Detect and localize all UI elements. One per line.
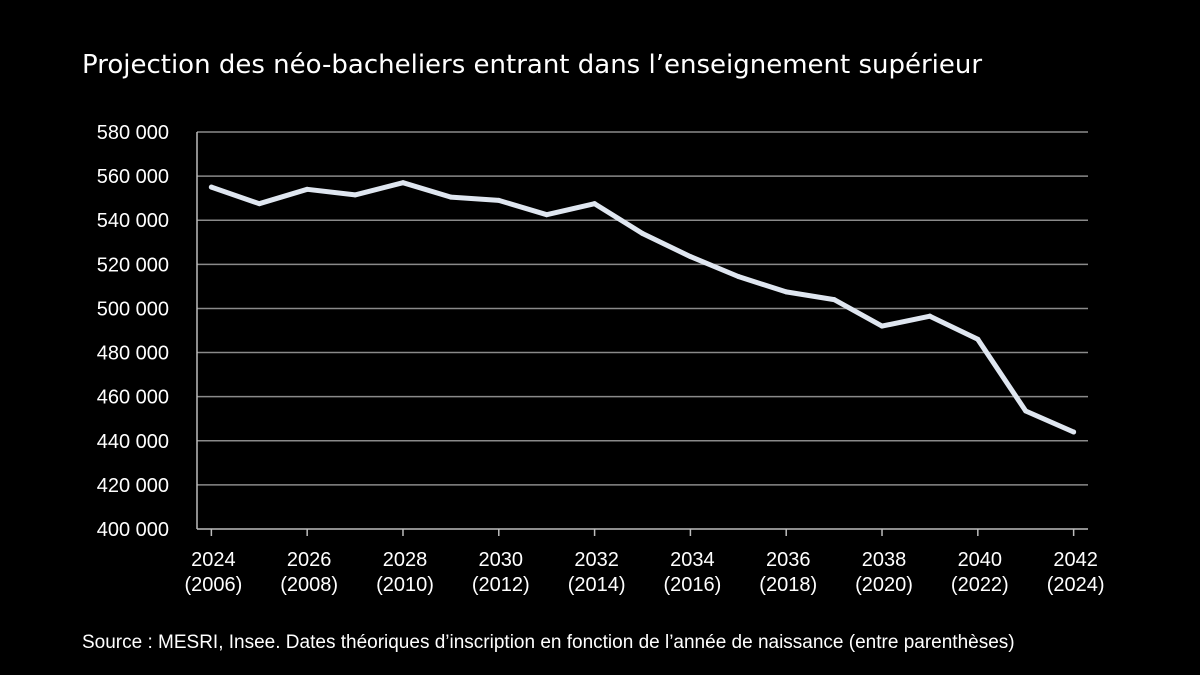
x-tick-label-year: 2036 bbox=[766, 549, 811, 571]
y-tick-label: 480 000 bbox=[97, 343, 169, 365]
x-tick-label-birth-year: (2010) bbox=[376, 574, 434, 596]
x-tick-label-birth-year: (2016) bbox=[663, 574, 721, 596]
data-point bbox=[256, 201, 262, 207]
y-tick-label: 420 000 bbox=[97, 475, 169, 497]
y-tick-label: 400 000 bbox=[97, 519, 169, 541]
x-tick-label-year: 2040 bbox=[958, 549, 1003, 571]
gridlines bbox=[197, 131, 1088, 486]
data-point bbox=[783, 289, 789, 295]
x-tick-label-birth-year: (2008) bbox=[280, 574, 338, 596]
x-tick-label-birth-year: (2014) bbox=[568, 574, 626, 596]
data-point bbox=[352, 192, 358, 198]
x-tick-label-year: 2024 bbox=[191, 549, 236, 571]
data-point bbox=[1071, 429, 1077, 435]
x-tick-label-birth-year: (2012) bbox=[472, 574, 530, 596]
data-point bbox=[879, 323, 885, 329]
chart-title: Projection des néo-bacheliers entrant da… bbox=[82, 50, 983, 80]
x-tick-label-year: 2038 bbox=[862, 549, 907, 571]
data-point bbox=[927, 313, 933, 319]
y-tick-label: 520 000 bbox=[97, 254, 169, 276]
x-tick-label-year: 2032 bbox=[574, 549, 619, 571]
data-point bbox=[640, 230, 645, 236]
y-tick-label: 580 000 bbox=[97, 122, 169, 144]
y-tick-label: 500 000 bbox=[97, 298, 169, 320]
data-point bbox=[208, 184, 214, 190]
x-tick-label-birth-year: (2020) bbox=[855, 574, 913, 596]
x-tick-label-birth-year: (2006) bbox=[184, 574, 242, 596]
x-tick-label-year: 2026 bbox=[287, 549, 332, 571]
data-point bbox=[544, 212, 550, 218]
data-point bbox=[448, 194, 454, 200]
axes bbox=[196, 132, 1088, 536]
y-tick-label: 440 000 bbox=[97, 431, 169, 453]
x-tick-label-year: 2028 bbox=[383, 549, 428, 571]
chart-source-note: Source : MESRI, Insee. Dates théoriques … bbox=[82, 632, 1015, 653]
data-point bbox=[400, 180, 406, 186]
data-point bbox=[687, 254, 693, 260]
y-tick-label: 460 000 bbox=[97, 387, 169, 409]
data-point bbox=[975, 336, 981, 342]
data-point bbox=[735, 273, 741, 279]
data-point bbox=[1023, 408, 1029, 414]
x-tick-label-year: 2034 bbox=[670, 549, 715, 571]
y-tick-label: 560 000 bbox=[97, 166, 169, 188]
data-point bbox=[831, 297, 837, 303]
x-tick-label-birth-year: (2024) bbox=[1047, 574, 1105, 596]
y-tick-label: 540 000 bbox=[97, 210, 169, 232]
x-tick-label-birth-year: (2018) bbox=[759, 574, 817, 596]
data-point bbox=[592, 201, 598, 207]
series-layer bbox=[208, 180, 1077, 435]
x-tick-label-year: 2042 bbox=[1053, 549, 1098, 571]
data-point bbox=[496, 197, 502, 203]
x-axis-tick-labels: 2024 (2006) 2026 (2008) 2028 (2010) 2030 (2012)… bbox=[184, 549, 1104, 596]
y-axis-tick-labels: 400 000 420 000 440 000 460 000 480 000 500 0… bbox=[97, 122, 169, 541]
x-tick-label-year: 2030 bbox=[479, 549, 524, 571]
x-tick-label-birth-year: (2022) bbox=[951, 574, 1009, 596]
data-point bbox=[304, 186, 310, 192]
